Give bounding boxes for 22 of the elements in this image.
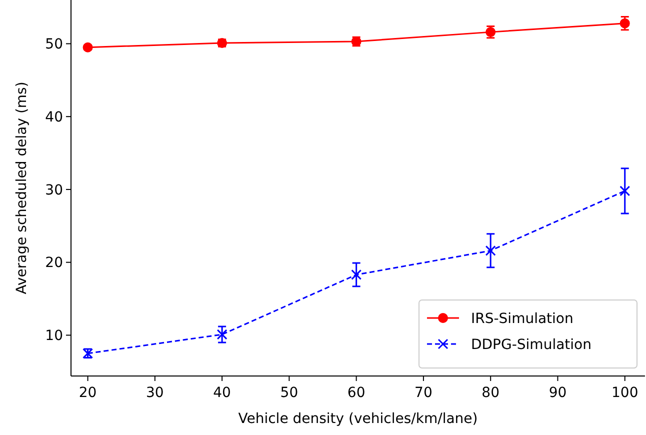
x-tick-label: 40	[213, 385, 231, 401]
point	[620, 186, 630, 196]
x-tick-label: 70	[414, 385, 432, 401]
x-tick-label: 30	[146, 385, 164, 401]
y-tick-label: 10	[45, 328, 63, 344]
y-axis-title: Average scheduled delay (ms)	[14, 82, 30, 294]
point	[485, 245, 496, 256]
x-tick-label: 20	[78, 385, 97, 401]
legend-label: DDPG-Simulation	[471, 336, 592, 353]
x-tick-label: 80	[482, 385, 500, 401]
x-tick-label: 50	[280, 385, 298, 401]
x-tick-label: 100	[611, 385, 638, 401]
x-tick-label: 90	[548, 385, 567, 401]
point	[216, 329, 228, 340]
y-tick-label: 20	[45, 255, 63, 272]
y-tick-label: 50	[45, 36, 63, 53]
y-tick-label: 30	[45, 182, 63, 198]
x-tick-label: 60	[347, 385, 366, 401]
y-tick-label: 40	[45, 109, 63, 126]
legend-label: IRS-Simulation	[471, 310, 574, 327]
x-axis-title: Vehicle density (vehicles/km/lane)	[238, 411, 478, 427]
point	[351, 269, 362, 280]
